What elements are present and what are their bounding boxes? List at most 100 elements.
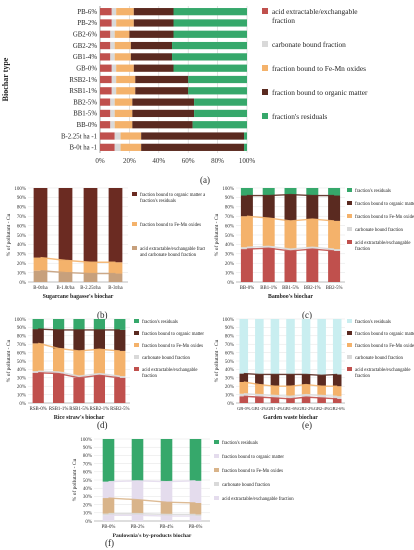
chart-panel-d: 0% 10% 20% 30% 40% 50% 60% 70% 80% 90% 100% RSB-0% R… <box>0 313 205 425</box>
y-tick-label: 10% <box>83 512 92 517</box>
bar-segment <box>160 502 173 515</box>
bar-segment <box>100 98 111 106</box>
bar-segment <box>262 248 275 282</box>
bar-segment <box>317 319 326 376</box>
bar-segment <box>102 515 115 521</box>
bar-segment <box>244 143 247 151</box>
chart-e-svg: 0%10%20%30%40%50%60%70%80%90%100%GB-0% GB… <box>213 318 414 421</box>
y-tick-label: 0% <box>227 281 234 286</box>
series-trend-line <box>243 395 338 400</box>
bar-segment <box>284 249 297 251</box>
bar-segment <box>93 349 106 374</box>
bar-segment <box>286 396 295 399</box>
category-label: RSB1-5% <box>69 407 88 412</box>
bar-segment <box>116 87 136 95</box>
x-tick-label: 0% <box>95 157 105 165</box>
bar-segment <box>133 8 174 16</box>
bar-segment <box>93 373 106 376</box>
bar-segment <box>131 499 144 514</box>
bar-segment <box>58 188 73 261</box>
bar-segment <box>332 396 342 399</box>
bar-segment <box>132 98 195 106</box>
category-label: GB1-2% <box>252 406 268 411</box>
bar-segment <box>189 502 202 515</box>
bar-segment <box>116 64 134 72</box>
series-trend-line <box>38 370 120 377</box>
category-label: PB-2% <box>77 20 97 27</box>
bar-segment <box>100 53 111 61</box>
legend-swatch <box>132 192 137 196</box>
bar-segment <box>255 374 264 385</box>
legend-entry: fraction's residuals <box>355 189 391 194</box>
legend-entry: carbonate bound fraction <box>272 40 346 49</box>
category-label: GB1-4% <box>73 54 98 61</box>
category-label: B-3t/ha <box>108 286 123 291</box>
legend-swatch <box>347 188 352 192</box>
chart-panel-b: 0% 10% 20% 30% 40% 50% 60% 70% 80% 90% 100% B-0t/ha… <box>0 182 212 307</box>
category-label: BB-0% <box>77 122 98 129</box>
chart-panel-c: 0% 10% 20% 30% 40% 50% 60% 70% 80% 90% 100% BB-0% BB… <box>210 182 414 307</box>
bar-segment <box>114 98 133 106</box>
legend-swatch <box>347 201 352 205</box>
legend-entry: carbonate bound fraction <box>355 356 404 361</box>
bar-segment <box>52 373 65 403</box>
bar-segment <box>58 260 73 273</box>
bar-segment <box>328 249 341 251</box>
category-label: RSB1-1% <box>69 88 97 95</box>
bar-segment <box>114 132 121 140</box>
legend-swatch <box>134 367 139 371</box>
y-tick-label: 100% <box>222 318 234 323</box>
legend-swatch <box>214 468 219 472</box>
bar-segment <box>100 41 111 50</box>
y-axis-title: % of pollutant - Cu <box>213 214 220 257</box>
legend-swatch <box>262 113 268 119</box>
category-label: BB-0% <box>240 286 254 291</box>
y-tick-label: 10% <box>225 393 234 398</box>
bar-segment <box>110 53 115 61</box>
bar-segment <box>135 75 189 84</box>
bar-segment <box>114 41 131 50</box>
bar-segment <box>244 132 247 140</box>
bar-segment <box>270 395 280 398</box>
bar-segment <box>332 398 342 403</box>
legend-entry: carbonate bound fraction <box>222 483 271 488</box>
bar-segment <box>108 188 123 263</box>
legend-swatch <box>347 240 352 244</box>
y-tick-label: 50% <box>17 360 26 365</box>
y-tick-label: 70% <box>225 215 234 220</box>
category-label: RSB2-5% <box>110 407 129 412</box>
bar-segment <box>255 394 264 398</box>
bar-segment <box>114 377 126 403</box>
bar-segment <box>58 272 73 282</box>
legend-swatch <box>132 222 137 226</box>
bar-segment <box>132 109 195 118</box>
y-tick-label: 100% <box>14 187 26 192</box>
legend-swatch <box>214 454 219 458</box>
x-tick-label: 100% <box>239 157 256 165</box>
bar-segment <box>194 98 247 106</box>
legend-entry: fraction bound to organic matter <box>355 202 414 207</box>
legend-entry: acid extractable/exchangable fraction <box>140 247 205 252</box>
y-tick-label: 80% <box>17 335 26 340</box>
bar-segment <box>110 98 115 106</box>
panel-label-d: (d) <box>97 420 108 430</box>
y-tick-label: 20% <box>83 503 92 508</box>
y-tick-label: 0% <box>19 281 26 286</box>
bar-segment <box>133 64 174 72</box>
bar-segment <box>328 250 341 282</box>
legend-entry: fraction bound to organic matter <box>355 332 414 337</box>
bar-segment <box>32 372 44 403</box>
category-label: BB1-5% <box>282 286 299 291</box>
series-trend-line <box>246 215 335 222</box>
bar-segment <box>284 194 297 221</box>
category-label: BB2-1% <box>304 286 321 291</box>
x-tick-label: 60% <box>182 157 195 165</box>
bar-segment <box>173 30 247 38</box>
bar-segment <box>131 480 144 500</box>
category-label: GB-0% <box>237 406 251 411</box>
bar-segment <box>286 374 295 387</box>
bar-segment <box>73 377 85 403</box>
bar-segment <box>240 247 253 250</box>
bar-segment <box>188 87 247 95</box>
x-tick-label: 80% <box>211 157 224 165</box>
